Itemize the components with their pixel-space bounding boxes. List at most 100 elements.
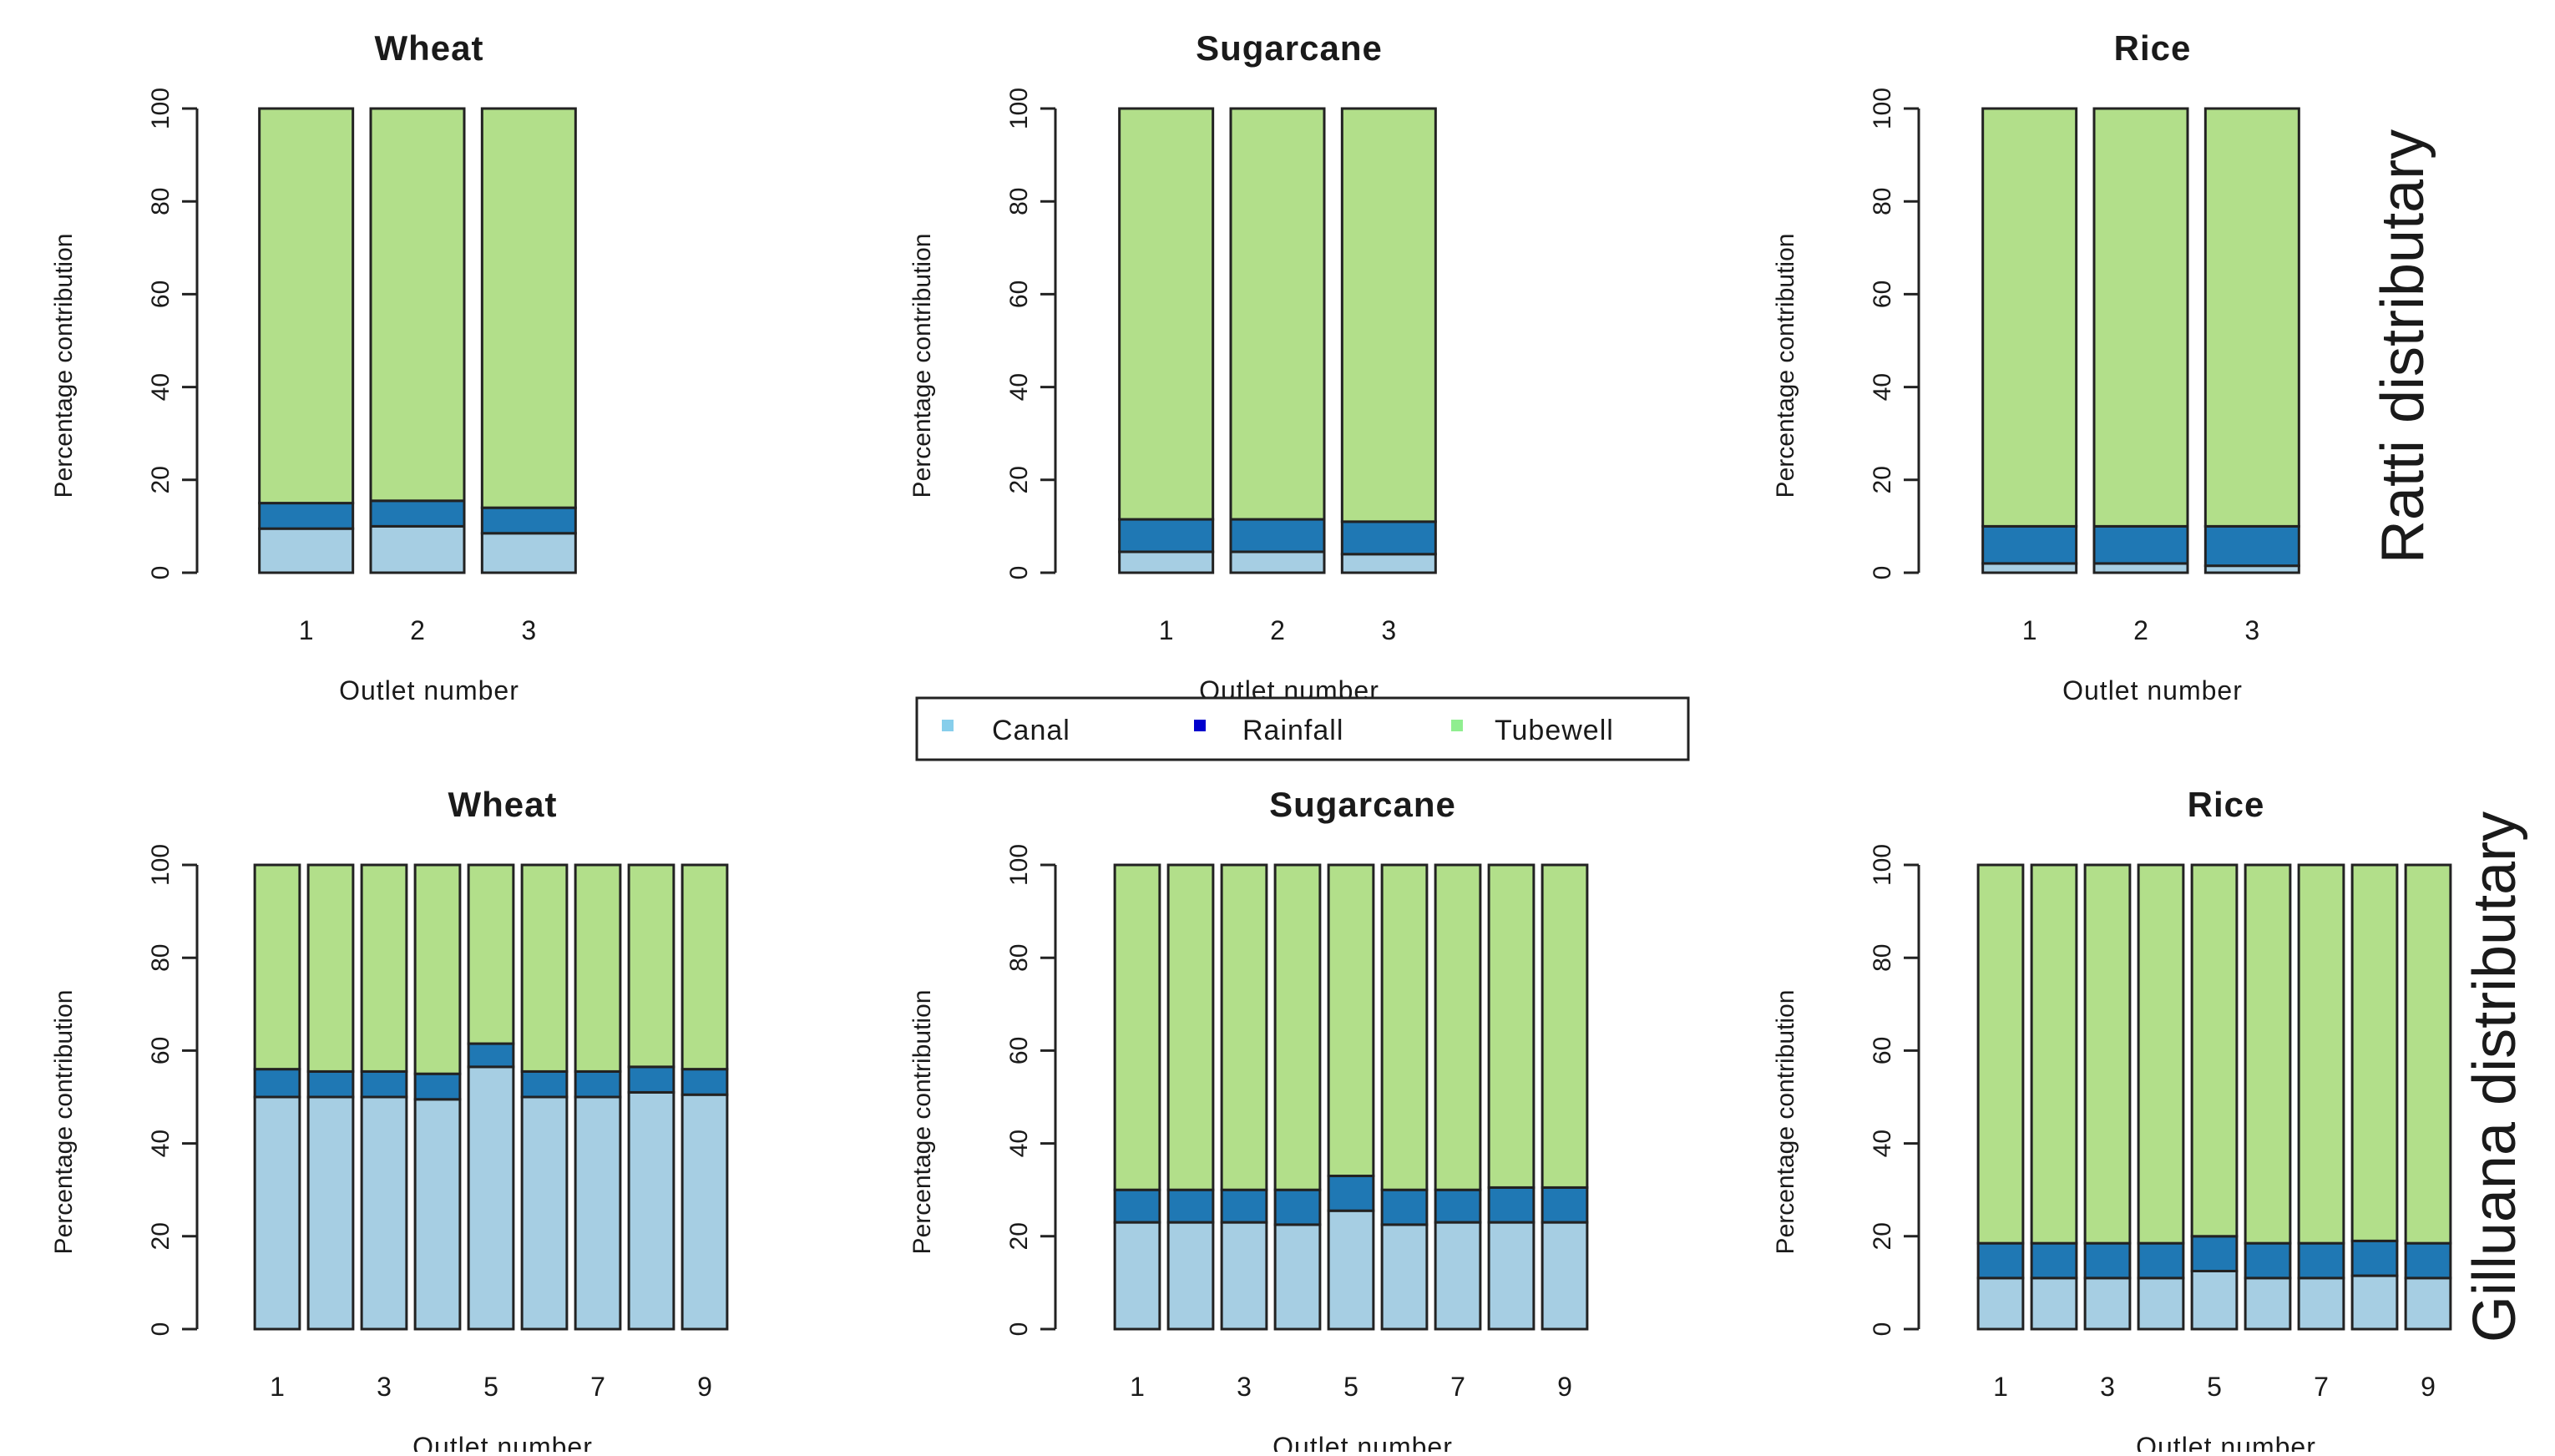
y-tick-label: 100 [1005,88,1033,129]
bar-segment-tubewell-outlet-7 [574,863,622,1073]
bar-segment-canal-outlet-1 [258,527,355,574]
bar-segment-tubewell-outlet-4 [2137,863,2185,1245]
bar-segment-tubewell-outlet-8 [2350,863,2399,1242]
x-tick-label: 1 [2022,615,2037,645]
bar-segment-rainfall-outlet-7 [1434,1188,1482,1224]
y-tick-label: 80 [1005,188,1033,215]
bar-segment-rainfall-outlet-9 [2404,1241,2452,1280]
bar-segment-tubewell-outlet-1 [1118,107,1215,521]
bar-segment-canal-outlet-7 [574,1095,622,1331]
bar-segment-rainfall-outlet-5 [467,1042,515,1069]
bar-segment-rainfall-outlet-3 [1340,520,1437,556]
bar-segment-canal-outlet-2 [1229,550,1326,574]
y-tick-label: 100 [147,88,175,129]
x-tick-label: 9 [2421,1372,2436,1402]
bar-segment-canal-outlet-8 [627,1090,675,1331]
bar-segment-rainfall-outlet-2 [1229,518,1326,554]
y-tick-label: 0 [1005,566,1033,580]
x-axis-label: Outlet number [339,675,519,705]
panel-title: Rice [2114,28,2192,68]
panel-ratti-wheat: Wheat 0 20 40 60 80 100 Percentage contribution… [50,28,577,705]
panel-gilluana-wheat: Wheat 0 20 40 60 80 100 Percentage contribution… [50,785,729,1456]
y-tick-label: 40 [1869,1130,1896,1157]
bar-segment-canal-outlet-4 [413,1098,462,1331]
y-tick-label: 40 [1005,1130,1033,1157]
panel-title: Sugarcane [1269,785,1456,824]
panel-gilluana-rice: Rice 0 20 40 60 80 100 Percentage contribution 1… [1772,785,2452,1456]
bar-segment-rainfall-outlet-2 [2030,1241,2078,1280]
x-tick-label: 1 [1159,615,1174,645]
y-tick-label: 0 [1869,1322,1896,1337]
legend-swatch-canal [942,720,954,731]
bar-segment-rainfall-outlet-9 [1541,1186,1589,1224]
y-tick-label: 80 [147,188,175,215]
bar-segment-rainfall-outlet-4 [413,1072,462,1101]
bar-segment-rainfall-outlet-2 [2092,524,2189,565]
bar-segment-tubewell-outlet-3 [480,107,577,509]
x-tick-label: 5 [1343,1372,1358,1402]
x-axis-label: Outlet number [412,1432,593,1452]
y-axis-label: Percentage contribution [908,234,936,498]
row-label-ratti: Ratti distributary [2370,129,2436,564]
bar-segment-canal-outlet-4 [1273,1223,1322,1331]
panel-title: Rice [2188,785,2265,824]
legend: Canal Rainfall Tubewell [915,696,1690,761]
y-tick-label: 100 [147,844,175,886]
bar-segment-canal-outlet-3 [1340,553,1437,574]
bar-segment-rainfall-outlet-1 [1981,524,2078,565]
y-tick-label: 80 [1869,944,1896,972]
bar-segment-tubewell-outlet-7 [2297,863,2345,1245]
panel-title: Wheat [375,28,484,68]
panel-ratti-rice: Rice 0 20 40 60 80 100 Percentage contribution 1… [1772,28,2300,705]
y-tick-label: 60 [1005,281,1033,308]
bar-segment-canal-outlet-1 [1981,562,2078,574]
y-tick-label: 20 [1869,466,1896,493]
bar-segment-rainfall-outlet-7 [574,1069,622,1099]
y-tick-label: 60 [1869,281,1896,308]
x-tick-label: 1 [1993,1372,2008,1402]
bar-segment-tubewell-outlet-3 [2083,863,2132,1245]
bar-segment-canal-outlet-7 [2297,1277,2345,1331]
bar-segment-rainfall-outlet-2 [1166,1188,1215,1224]
bar-segment-tubewell-outlet-3 [1220,863,1268,1191]
bar-segment-tubewell-outlet-6 [520,863,569,1073]
bar-segment-tubewell-outlet-2 [2092,107,2189,528]
x-tick-label: 3 [2100,1372,2115,1402]
y-tick-label: 100 [1869,88,1896,129]
bar-segment-tubewell-outlet-1 [1981,107,2078,528]
bar-segment-canal-outlet-3 [2083,1277,2132,1331]
y-tick-label: 60 [147,1037,175,1064]
y-tick-label: 80 [1005,944,1033,972]
y-tick-label: 0 [1869,566,1896,580]
x-tick-label: 7 [2314,1372,2329,1402]
x-tick-label: 1 [270,1372,285,1402]
x-tick-label: 3 [377,1372,392,1402]
bar-segment-tubewell-outlet-2 [1229,107,1326,521]
y-tick-label: 40 [1869,373,1896,401]
legend-swatch-tubewell [1451,720,1463,731]
bar-segment-canal-outlet-8 [2350,1274,2399,1331]
bar-segment-canal-outlet-9 [680,1093,729,1331]
x-tick-label: 2 [2133,615,2148,645]
bar-segment-canal-outlet-1 [1113,1221,1161,1331]
bar-segment-canal-outlet-2 [369,524,466,574]
bar-segment-rainfall-outlet-3 [2203,524,2300,568]
y-tick-label: 60 [147,281,175,308]
x-tick-label: 1 [1130,1372,1145,1402]
bar-segment-rainfall-outlet-4 [1273,1188,1322,1226]
y-tick-label: 40 [1005,373,1033,401]
bar-segment-canal-outlet-1 [1118,550,1215,574]
legend-label-tubewell: Tubewell [1495,715,1614,746]
y-tick-label: 60 [1005,1037,1033,1064]
bar-segment-tubewell-outlet-5 [2190,863,2239,1238]
y-axis-label: Percentage contribution [1772,990,1799,1255]
bar-segment-canal-outlet-2 [2030,1277,2078,1331]
bar-segment-rainfall-outlet-6 [1380,1188,1429,1226]
bar-segment-rainfall-outlet-1 [1118,518,1215,554]
bar-segment-tubewell-outlet-2 [369,107,466,503]
bar-segment-tubewell-outlet-1 [1976,863,2025,1245]
bar-segment-canal-outlet-2 [306,1095,355,1331]
y-axis-label: Percentage contribution [50,234,78,498]
